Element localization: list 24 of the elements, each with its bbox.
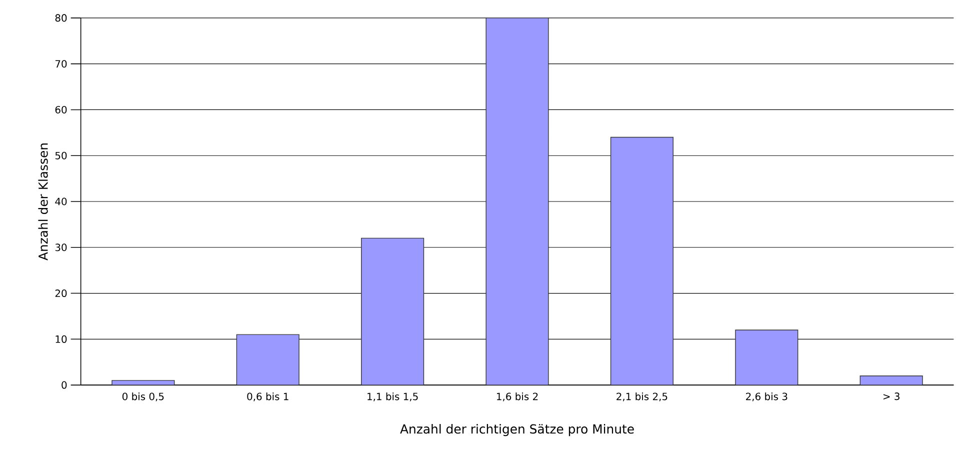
y-tick-label: 10 (56, 335, 67, 343)
bar (860, 376, 923, 386)
y-tick-label: 0 (62, 381, 67, 389)
x-tick-label: 0 bis 0,5 (122, 392, 164, 402)
bar (486, 18, 549, 386)
y-tick-label: 70 (55, 60, 67, 68)
y-tick-label: 20 (55, 290, 67, 298)
y-tick-label: 60 (55, 106, 67, 114)
bar (610, 136, 674, 386)
x-axis-title: Anzahl der richtigen Sätze pro Minute (400, 424, 634, 436)
y-tick-label: 30 (55, 244, 67, 252)
y-tick-label: 80 (55, 14, 67, 22)
x-tick-label: > 3 (883, 392, 900, 400)
x-tick-label: 1,6 bis 2 (496, 392, 538, 402)
x-tick-label: 0,6 bis 1 (247, 392, 288, 402)
x-tick-label: 2,1 bis 2,5 (616, 392, 668, 402)
bar (735, 330, 798, 386)
bar (361, 238, 424, 386)
y-axis-title: Anzahl der Klassen (38, 144, 48, 260)
y-tick-label: 50 (55, 152, 67, 160)
x-tick-label: 2,6 bis 3 (746, 392, 788, 402)
x-tick-label: 1,1 bis 1,5 (368, 392, 418, 402)
bar (236, 334, 300, 386)
y-tick-label: 40 (55, 198, 67, 206)
